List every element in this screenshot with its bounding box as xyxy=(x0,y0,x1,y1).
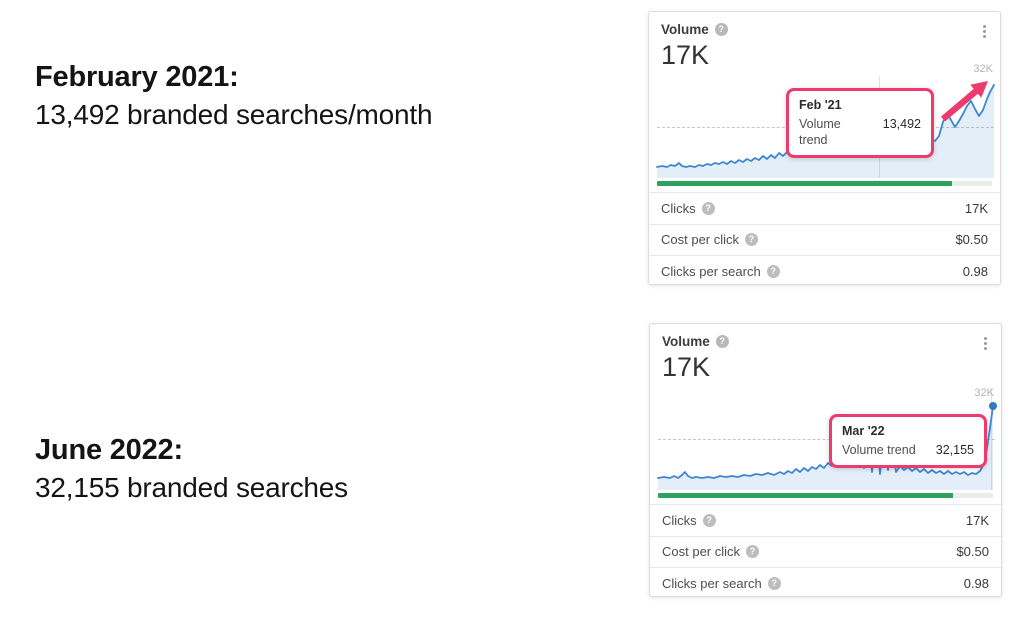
volume-title: Volume xyxy=(661,22,709,37)
volume-progress-bar xyxy=(658,493,993,498)
volume-progress-fill xyxy=(658,493,953,498)
annotation-title: February 2021: xyxy=(35,61,239,93)
metric-rows: Clicks ? 17K Cost per click ? $0.50 Clic… xyxy=(649,192,1000,287)
annotation-arrow-icon xyxy=(940,81,988,122)
row-value: $0.50 xyxy=(956,544,989,560)
metric-row-clicks: Clicks ? 17K xyxy=(650,504,1001,536)
chart-tooltip: Feb '21 Volume trend 13,492 xyxy=(786,88,934,158)
help-icon[interactable]: ? xyxy=(715,335,729,348)
help-icon[interactable]: ? xyxy=(714,23,728,36)
tooltip-metric-label: Volume trend xyxy=(842,443,916,457)
volume-widget-feb-2021: Volume ? 17K 32K Feb '21 Volume trend 13… xyxy=(648,11,1001,285)
annotation-title: June 2022: xyxy=(35,434,183,466)
chart-max-label: 32K xyxy=(973,63,993,75)
hover-point-dot xyxy=(989,402,997,410)
row-label: Clicks per search xyxy=(662,575,762,591)
chart-tooltip: Mar '22 Volume trend 32,155 xyxy=(829,414,987,468)
kebab-menu-icon[interactable] xyxy=(980,334,991,353)
kebab-menu-icon[interactable] xyxy=(979,22,990,41)
metric-row-clicks: Clicks ? 17K xyxy=(649,192,1000,224)
metric-row-clicks-per-search: Clicks per search ? 0.98 xyxy=(649,255,1000,287)
help-icon[interactable]: ? xyxy=(767,576,781,590)
volume-trend-chart[interactable]: 32K Feb '21 Volume trend 13,492 xyxy=(656,63,995,178)
metric-row-cost-per-click: Cost per click ? $0.50 xyxy=(650,535,1001,568)
volume-title: Volume xyxy=(662,334,710,349)
annotation-june-2022: June 2022: 32,155 branded searches xyxy=(35,431,348,507)
volume-value: 17K xyxy=(662,352,711,382)
row-value: $0.50 xyxy=(955,232,988,248)
volume-widget-mar-2022: Volume ? 17K 32K Mar '22 Volume trend 32… xyxy=(649,323,1002,597)
help-icon[interactable]: ? xyxy=(766,264,780,278)
volume-trend-chart[interactable]: 32K Mar '22 Volume trend 32,155 xyxy=(657,387,997,490)
chart-max-label: 32K xyxy=(974,387,994,399)
row-value: 0.98 xyxy=(962,263,988,279)
row-value: 0.98 xyxy=(963,575,989,591)
row-label: Clicks per search xyxy=(661,263,761,279)
chart-hover-line xyxy=(991,388,992,490)
chart-midline xyxy=(658,439,995,440)
row-value: 17K xyxy=(964,200,988,216)
card-header: Volume ? xyxy=(650,324,1001,350)
annotation-feb-2021: February 2021: 13,492 branded searches/m… xyxy=(35,58,433,134)
tooltip-date: Feb '21 xyxy=(799,98,842,112)
tooltip-date: Mar '22 xyxy=(842,424,885,438)
help-icon[interactable]: ? xyxy=(702,513,716,527)
help-icon[interactable]: ? xyxy=(745,233,759,247)
card-header: Volume ? xyxy=(649,12,1000,38)
volume-progress-fill xyxy=(657,181,952,186)
tooltip-metric-label: Volume trend xyxy=(799,117,841,147)
help-icon[interactable]: ? xyxy=(701,201,715,215)
tooltip-value: 13,492 xyxy=(882,117,921,131)
metric-row-clicks-per-search: Clicks per search ? 0.98 xyxy=(650,567,1001,599)
volume-value: 17K xyxy=(661,40,710,70)
annotation-subtitle: 13,492 branded searches/month xyxy=(35,99,433,130)
annotation-subtitle: 32,155 branded searches xyxy=(35,472,348,503)
tooltip-value: 32,155 xyxy=(935,443,974,457)
metric-rows: Clicks ? 17K Cost per click ? $0.50 Clic… xyxy=(650,504,1001,599)
metric-row-cost-per-click: Cost per click ? $0.50 xyxy=(649,223,1000,256)
row-label: Cost per click xyxy=(661,232,740,248)
help-icon[interactable]: ? xyxy=(746,545,760,559)
volume-progress-bar xyxy=(657,181,992,186)
row-value: 17K xyxy=(965,512,989,528)
row-label: Clicks xyxy=(662,512,697,528)
row-label: Cost per click xyxy=(662,544,741,560)
row-label: Clicks xyxy=(661,200,696,216)
